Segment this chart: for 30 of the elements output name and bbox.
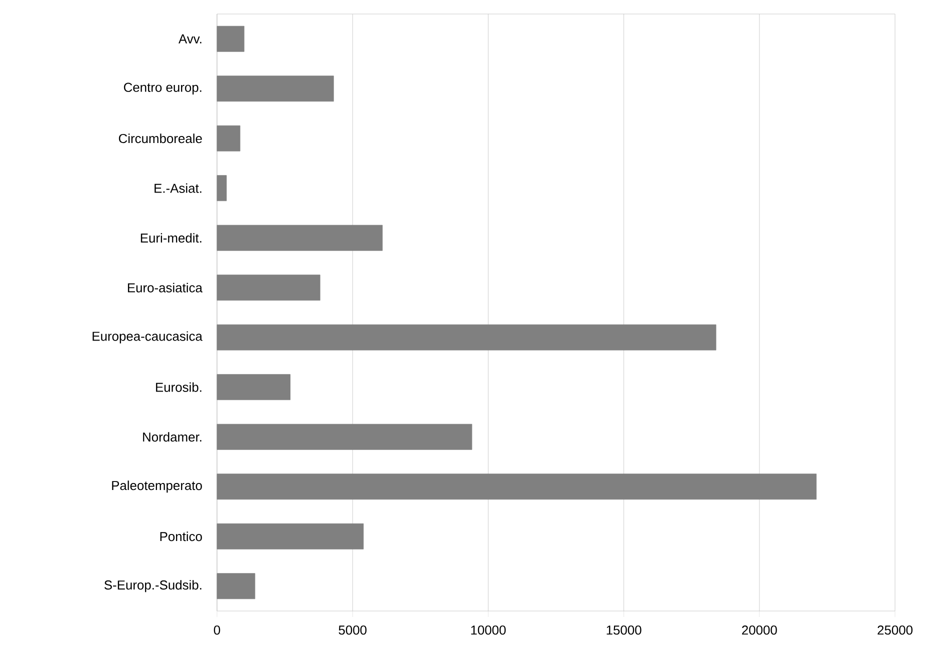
y-tick-label: Euri-medit.	[140, 233, 202, 243]
x-tick-label: 25000	[878, 626, 913, 635]
x-tick-label: 5000	[338, 626, 367, 635]
y-tick-label: S-Europ.-Sudsib.	[104, 580, 202, 592]
y-tick-label: Circumboreale	[118, 134, 202, 144]
bar	[216, 424, 472, 450]
x-tick-label: 10000	[471, 626, 506, 635]
y-tick-label: Euro-asiatica	[128, 282, 202, 292]
bar	[216, 125, 240, 152]
x-tick-label: 0	[214, 626, 220, 635]
bar	[216, 374, 290, 400]
bar	[216, 175, 227, 202]
y-tick-label: Europea-caucasica	[92, 331, 202, 344]
bar	[216, 324, 716, 350]
bar	[216, 573, 256, 600]
bar	[216, 26, 244, 52]
y-tick-label: Avv.	[178, 34, 202, 44]
bar	[216, 274, 320, 301]
y-tick-label: Pontico	[160, 532, 202, 542]
bar	[216, 224, 383, 251]
y-tick-label: Paleotemperato	[112, 480, 202, 493]
x-tick-label: 20000	[742, 626, 777, 635]
y-tick-label: Eurosib.	[156, 382, 202, 392]
y-tick-label: Nordamer.	[143, 432, 202, 442]
bar	[216, 76, 334, 102]
y-tick-label: E.-Asiat.	[154, 183, 202, 193]
x-tick-label: 15000	[606, 626, 642, 635]
y-tick-label: Centro europ.	[124, 82, 202, 94]
bar	[216, 523, 364, 550]
bar	[216, 474, 817, 500]
